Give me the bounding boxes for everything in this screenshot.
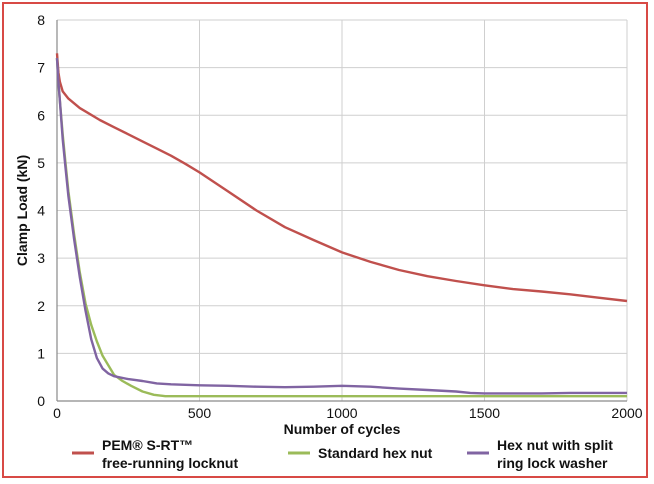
axes xyxy=(56,20,627,402)
y-tick-label: 5 xyxy=(37,155,45,171)
x-axis-title: Number of cycles xyxy=(284,421,401,437)
x-tick-label: 500 xyxy=(188,405,212,421)
y-tick-label: 1 xyxy=(37,345,45,361)
legend-label-1: PEM® S-RT™ xyxy=(102,437,193,453)
y-tick-label: 0 xyxy=(37,393,45,409)
legend-label-1: free-running locknut xyxy=(102,455,238,471)
series-line-1 xyxy=(55,53,628,303)
y-tick-label: 3 xyxy=(37,250,45,266)
chart-frame xyxy=(2,2,648,478)
series-line-3 xyxy=(55,58,627,395)
y-tick-label: 2 xyxy=(37,298,45,314)
y-tick-label: 8 xyxy=(37,12,45,28)
legend-label-3: Hex nut with split xyxy=(497,437,613,453)
data-series xyxy=(55,53,628,398)
x-tick-label: 0 xyxy=(53,405,61,421)
x-tick-label: 1500 xyxy=(469,405,500,421)
y-tick-label: 6 xyxy=(37,107,45,123)
x-tick-label: 2000 xyxy=(611,405,642,421)
y-tick-label: 4 xyxy=(37,203,45,219)
x-tick-label: 1000 xyxy=(326,405,357,421)
legend: PEM® S-RT™ free-running locknut Standard h… xyxy=(72,437,613,471)
tick-labels: 0 1 2 3 4 5 6 7 8 0 500 1000 1500 2000 xyxy=(37,12,643,421)
y-tick-label: 7 xyxy=(37,60,45,76)
gridlines xyxy=(57,19,628,401)
legend-label-2: Standard hex nut xyxy=(318,445,433,461)
legend-label-3: ring lock washer xyxy=(497,455,608,471)
y-axis-title: Clamp Load (kN) xyxy=(14,155,30,266)
